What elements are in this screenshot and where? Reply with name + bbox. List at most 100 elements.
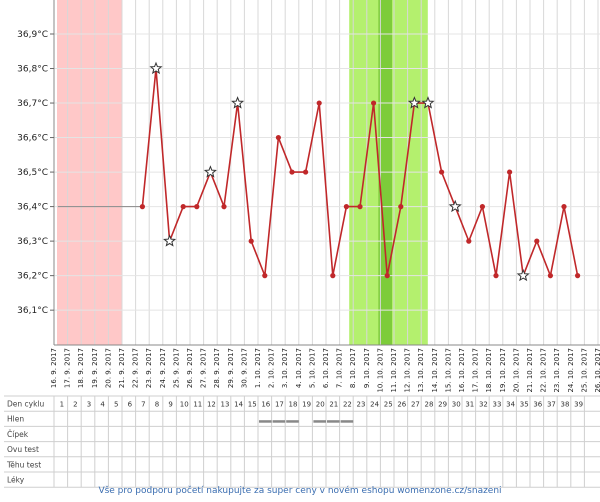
mucus-marker	[313, 420, 326, 423]
star-marker	[203, 165, 217, 178]
data-point	[507, 169, 513, 175]
x-tick-label: 23. 10. 2017	[553, 348, 561, 393]
data-point	[439, 169, 445, 175]
x-tick-label: 4. 10. 2017	[295, 348, 303, 388]
y-tick-label: 36,8°C	[17, 65, 48, 75]
cycle-day-number: 9	[168, 401, 172, 409]
x-tick-label: 17. 10. 2017	[472, 348, 480, 393]
star-marker	[163, 234, 177, 247]
data-point	[180, 204, 186, 210]
x-tick-label: 21. 9. 2017	[118, 348, 126, 388]
table-row-label: Čípek	[7, 430, 29, 439]
table-row-label: Hlen	[7, 415, 24, 424]
x-tick-label: 18. 10. 2017	[485, 348, 493, 393]
cycle-day-number: 21	[329, 401, 338, 409]
x-tick-label: 20. 10. 2017	[512, 348, 520, 393]
cycle-day-number: 22	[343, 401, 352, 409]
y-tick-label: 36,2°C	[17, 272, 48, 282]
x-tick-label: 16. 10. 2017	[458, 348, 466, 393]
x-tick-label: 13. 10. 2017	[417, 348, 425, 393]
data-point	[466, 238, 472, 244]
cycle-day-number: 32	[479, 401, 488, 409]
x-tick-label: 14. 10. 2017	[431, 348, 439, 393]
temperature-series	[139, 61, 581, 282]
x-tick-label: 25. 9. 2017	[172, 348, 180, 388]
cycle-day-number: 19	[302, 401, 311, 409]
data-point	[316, 100, 322, 106]
cycle-day-number: 11	[193, 401, 202, 409]
cycle-day-number: 25	[384, 401, 393, 409]
cycle-day-number: 17	[275, 401, 284, 409]
cycle-day-number: 16	[261, 401, 270, 409]
cycle-day-number: 5	[114, 401, 118, 409]
x-tick-label: 21. 10. 2017	[526, 348, 534, 393]
cycle-day-number: 33	[493, 401, 502, 409]
x-tick-label: 22. 10. 2017	[540, 348, 548, 393]
cycle-day-number: 15	[248, 401, 257, 409]
data-point	[547, 273, 554, 279]
cycle-day-number: 1	[60, 401, 64, 409]
data-point	[139, 204, 145, 210]
star-marker	[231, 96, 245, 109]
y-tick-label: 36,3°C	[17, 237, 48, 247]
star-marker	[421, 96, 435, 109]
cycle-day-number: 12	[207, 401, 216, 409]
cycle-day-number: 13	[221, 401, 230, 409]
cycle-day-number: 26	[397, 401, 406, 409]
data-point	[398, 204, 404, 210]
mucus-marker	[327, 420, 340, 423]
data-point	[248, 238, 254, 244]
x-tick-label: 30. 9. 2017	[240, 348, 248, 388]
cycle-day-number: 4	[100, 401, 105, 409]
x-tick-label: 24. 9. 2017	[159, 348, 167, 388]
data-point	[493, 273, 499, 279]
data-point	[534, 238, 540, 244]
gridlines	[53, 0, 600, 346]
cycle-day-number: 36	[533, 401, 542, 409]
x-tick-label: 12. 10. 2017	[404, 348, 412, 393]
data-point	[561, 204, 567, 210]
eshop-link[interactable]: Vše pro podporu početí nakupujte za supe…	[98, 486, 502, 496]
data-point	[343, 204, 349, 210]
x-tick-label: 28. 9. 2017	[213, 348, 221, 388]
y-tick-label: 36,1°C	[17, 306, 48, 316]
star-marker	[407, 96, 421, 109]
cycle-day-number: 39	[574, 401, 583, 409]
x-tick-label: 5. 10. 2017	[308, 348, 316, 388]
x-tick-label: 16. 9. 2017	[50, 348, 58, 388]
y-axis: 36,1°C 36,2°C 36,3°C 36,4°C 36,5°C 36,6°C 36,7…	[17, 30, 54, 316]
cycle-day-number: 35	[520, 401, 529, 409]
cycle-day-number: 38	[561, 401, 570, 409]
table-row-label: Den cyklu	[7, 400, 45, 409]
x-tick-label: 11. 10. 2017	[390, 348, 398, 393]
mucus-marker	[259, 420, 272, 423]
cycle-table: Den cyklu Hlen Čípek Ovu test Těhu test Léky 1…	[4, 395, 600, 488]
cycle-day-number: 8	[155, 401, 159, 409]
x-tick-label: 7. 10. 2017	[336, 348, 344, 388]
cycle-day-number: 27	[411, 401, 420, 409]
cycle-day-number: 30	[452, 401, 461, 409]
mucus-marker	[340, 420, 354, 423]
x-tick-label: 19. 9. 2017	[91, 348, 99, 388]
data-point	[289, 169, 295, 175]
data-point	[221, 204, 227, 210]
x-tick-label: 18. 9. 2017	[77, 348, 85, 388]
x-tick-label: 26. 10. 2017	[594, 348, 600, 393]
data-point	[275, 134, 281, 141]
x-tick-label: 8. 10. 2017	[349, 348, 357, 388]
table-row-label: Ovu test	[7, 445, 39, 454]
y-tick-label: 36,7°C	[17, 99, 48, 109]
x-tick-label: 10. 10. 2017	[376, 348, 384, 393]
x-tick-label: 1. 10. 2017	[254, 348, 262, 388]
x-tick-label: 29. 9. 2017	[227, 348, 235, 388]
cycle-day-number: 6	[128, 401, 133, 409]
cycle-day-number: 23	[357, 401, 366, 409]
y-tick-label: 36,9°C	[17, 30, 48, 40]
data-point	[384, 273, 390, 279]
cycle-day-number: 24	[370, 401, 379, 409]
x-tick-label: 25. 10. 2017	[580, 348, 588, 393]
x-tick-label: 26. 9. 2017	[186, 348, 194, 388]
data-point	[371, 100, 377, 106]
cycle-day-number: 29	[438, 401, 447, 409]
